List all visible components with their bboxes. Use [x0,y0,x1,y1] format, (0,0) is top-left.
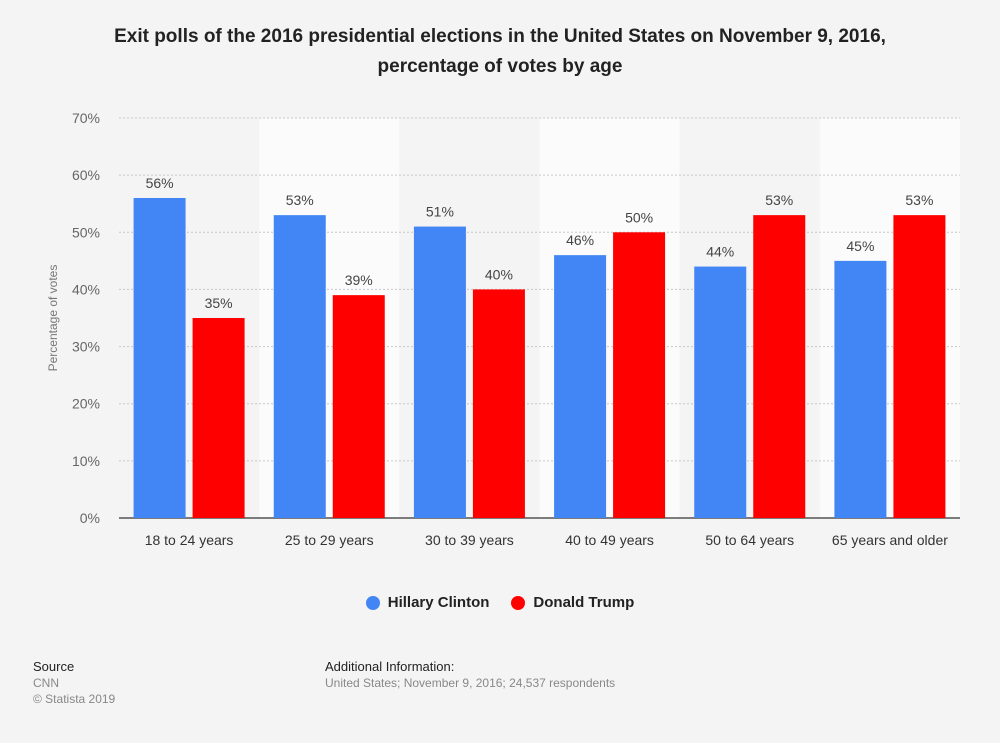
bar-donald-trump-2 [472,289,525,518]
data-label-donald-trump-1: 39% [345,272,373,288]
chart-title: Exit polls of the 2016 presidential elec… [40,22,960,82]
bar-hillary-clinton-4 [694,266,747,518]
chart-title-line-2: percentage of votes by age [377,56,623,77]
legend: Hillary Clinton Donald Trump [0,594,1000,611]
data-label-hillary-clinton-5: 45% [846,238,874,254]
data-label-donald-trump-0: 35% [205,295,233,311]
y-tick-label-4: 40% [72,281,100,297]
x-tick-label-4: 50 to 64 years [705,532,794,548]
legend-item-donald-trump[interactable]: Donald Trump [511,594,634,611]
y-tick-label-5: 50% [72,224,100,240]
bar-hillary-clinton-3 [554,255,607,518]
chart-title-line-1: Exit polls of the 2016 presidential elec… [114,26,886,47]
x-tick-label-0: 18 to 24 years [145,532,234,548]
source-block: Source CNN © Statista 2019 [33,659,115,707]
legend-item-hillary-clinton[interactable]: Hillary Clinton [365,594,490,611]
bar-donald-trump-5 [893,215,946,518]
bar-donald-trump-1 [332,295,385,518]
bar-donald-trump-3 [613,232,666,519]
y-tick-label-1: 10% [72,453,100,469]
data-label-donald-trump-4: 53% [765,192,793,208]
bar-donald-trump-4 [753,215,806,518]
x-tick-label-5: 65 years and older [832,532,948,548]
source-name[interactable]: CNN [33,676,59,690]
additional-info-text: United States; November 9, 2016; 24,537 … [325,676,616,690]
x-tick-label-1: 25 to 29 years [285,532,374,548]
y-axis-label: Percentage of votes [46,265,60,372]
legend-label-hillary-clinton: Hillary Clinton [387,594,490,611]
bar-hillary-clinton-2 [413,226,466,519]
y-tick-label-2: 20% [72,396,100,412]
data-label-hillary-clinton-1: 53% [286,192,314,208]
bar-donald-trump-0 [192,318,245,518]
additional-info-block: Additional Information: United States; N… [325,659,615,691]
data-label-hillary-clinton-0: 56% [146,175,174,191]
bar-chart: 0% 10% 20% 30% 40% 50% 60% 70% Percentage of vot… [46,110,960,548]
bar-hillary-clinton-1 [273,215,326,518]
data-label-hillary-clinton-3: 46% [566,232,594,248]
data-label-donald-trump-5: 53% [905,192,933,208]
additional-info-heading: Additional Information: [325,659,455,674]
legend-marker-donald-trump [511,595,526,610]
legend-label-donald-trump: Donald Trump [533,594,635,611]
bar-hillary-clinton-5 [834,260,887,518]
y-tick-label-6: 60% [72,167,100,183]
source-heading: Source [33,659,75,674]
bar-hillary-clinton-0 [133,198,186,518]
data-label-donald-trump-2: 40% [485,266,513,282]
y-tick-label-7: 70% [72,110,100,126]
copyright[interactable]: © Statista 2019 [33,692,116,706]
x-tick-label-2: 30 to 39 years [425,532,514,548]
y-tick-label-3: 30% [72,339,100,355]
y-tick-label-0: 0% [80,510,100,526]
data-label-donald-trump-3: 50% [625,209,653,225]
data-label-hillary-clinton-2: 51% [426,204,454,220]
x-tick-label-3: 40 to 49 years [565,532,654,548]
legend-marker-hillary-clinton [365,595,380,610]
data-label-hillary-clinton-4: 44% [706,244,734,260]
